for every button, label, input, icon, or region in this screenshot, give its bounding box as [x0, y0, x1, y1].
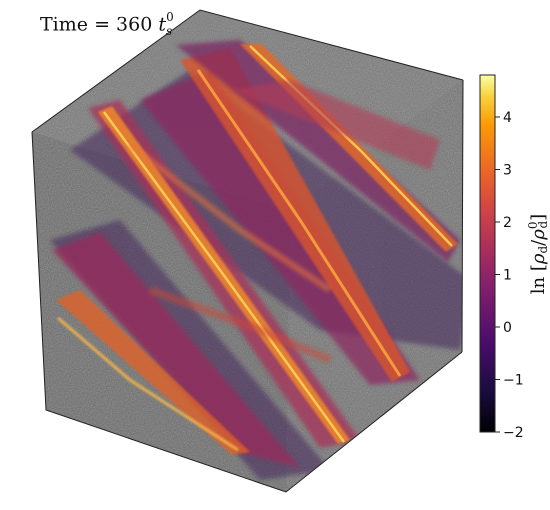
colorbar-tick-label: 4 [503, 110, 512, 126]
colorbar-ticks: −2 −1 0 1 2 3 4 [495, 110, 524, 441]
cube-frame [31, 9, 464, 493]
colorbar-label: ln [ρd/ρ0d] [526, 214, 550, 294]
colorbar-tick-label: 1 [503, 268, 512, 284]
colorbar-tick-label: −1 [503, 373, 524, 389]
colorbar-gradient [479, 74, 496, 433]
colorbar-tick-label: 2 [503, 215, 512, 231]
density-filaments [50, 40, 463, 480]
colorbar-tick-label: 3 [503, 163, 512, 179]
colorbar: −2 −1 0 1 2 3 4 ln [ρd/ρ0d] [479, 74, 550, 441]
colorbar-tick-label: 0 [503, 320, 512, 336]
time-title: Time = 360 ts0 [40, 10, 174, 39]
colorbar-tick-label: −2 [503, 425, 524, 441]
